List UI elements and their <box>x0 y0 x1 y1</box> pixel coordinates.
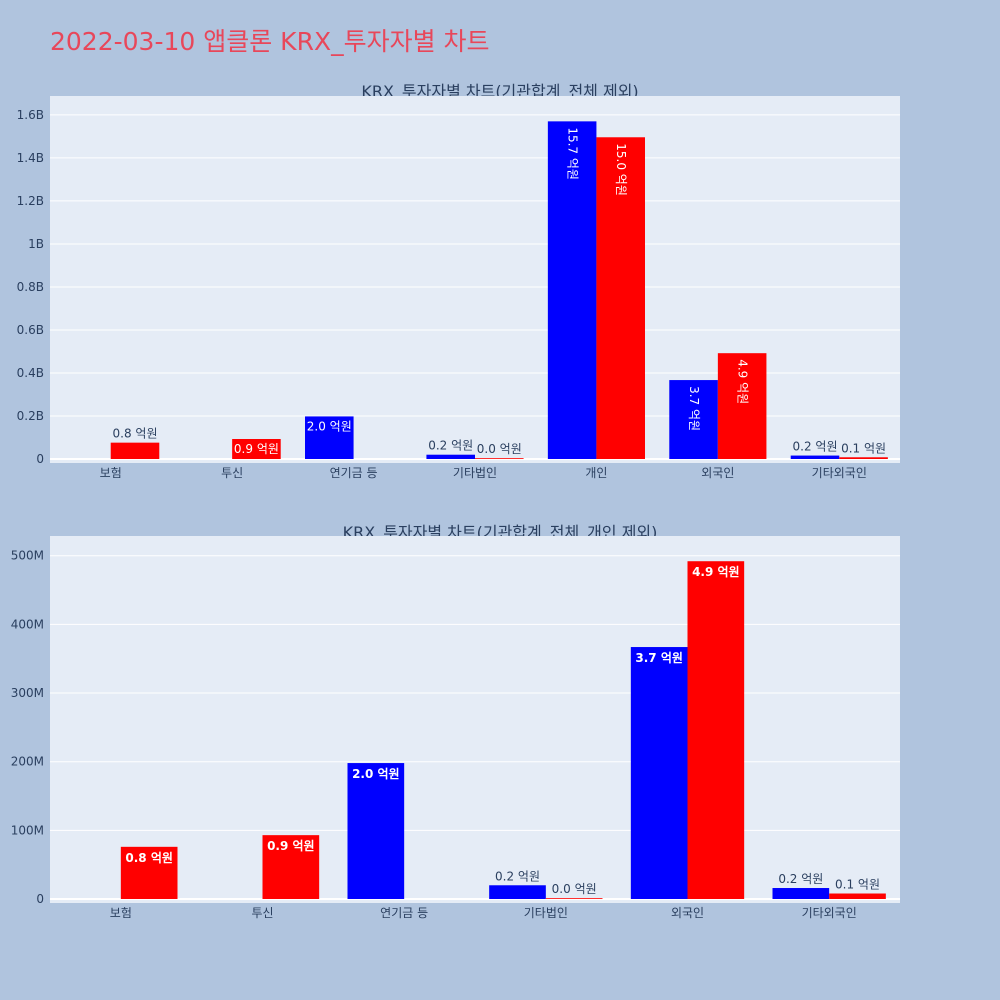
bar <box>475 458 524 459</box>
data-label: 3.7 억원 <box>635 651 683 665</box>
data-label: 0.8 억원 <box>125 851 173 865</box>
y-tick-label: 1.4B <box>17 151 44 165</box>
x-tick-label: 기타법인 <box>524 906 568 920</box>
bar <box>305 416 354 459</box>
data-label: 15.0 억원 <box>614 143 628 196</box>
data-label: 2.0 억원 <box>352 767 400 781</box>
x-tick-label: 외국인 <box>701 466 734 480</box>
data-label: 0.9 억원 <box>267 839 315 853</box>
y-tick-label: 1.2B <box>17 194 44 208</box>
y-tick-label: 0 <box>36 892 44 906</box>
bar <box>717 353 767 459</box>
bar <box>547 121 597 460</box>
data-label: 15.7 억원 <box>566 127 580 180</box>
x-tick-label: 기타법인 <box>453 466 497 480</box>
x-tick-label: 보험 <box>100 466 122 480</box>
bar <box>426 454 475 459</box>
data-label: 0.0 억원 <box>552 882 597 896</box>
bar <box>489 885 546 899</box>
y-tick-label: 400M <box>11 617 44 631</box>
data-label: 0.8 억원 <box>113 427 158 441</box>
bar <box>790 455 840 459</box>
bar <box>772 888 830 899</box>
data-label: 0.2 억원 <box>793 440 838 454</box>
x-tick-label: 개인 <box>585 466 607 480</box>
x-tick-label: 연기금 등 <box>380 906 428 920</box>
data-label: 0.9 억원 <box>234 442 279 456</box>
data-label: 4.9 억원 <box>736 359 750 404</box>
x-tick-label: 기타외국인 <box>802 906 857 920</box>
data-label: 2.0 억원 <box>307 419 352 433</box>
y-tick-label: 0 <box>36 452 44 466</box>
y-tick-label: 200M <box>11 755 44 769</box>
data-label: 0.2 억원 <box>428 439 473 453</box>
bar <box>669 380 718 459</box>
bar <box>120 846 178 899</box>
y-tick-label: 0.2B <box>17 409 44 423</box>
y-tick-label: 1B <box>28 237 44 251</box>
y-tick-label: 1.6B <box>17 108 44 122</box>
data-label: 0.0 억원 <box>477 442 522 456</box>
data-label: 3.7 억원 <box>687 386 701 431</box>
bar <box>630 647 688 899</box>
bar <box>829 893 886 899</box>
y-tick-label: 0.8B <box>17 280 44 294</box>
x-tick-label: 외국인 <box>671 906 704 920</box>
bar <box>262 835 320 899</box>
page-title: 2022-03-10 앱클론 KRX_투자자별 차트 <box>50 27 490 56</box>
y-tick-label: 0.4B <box>17 366 44 380</box>
plot-area-0 <box>50 96 900 463</box>
y-tick-label: 500M <box>11 549 44 563</box>
x-tick-label: 투신 <box>221 466 243 480</box>
bar <box>687 561 745 899</box>
bar <box>110 442 160 459</box>
x-tick-label: 기타외국인 <box>812 466 867 480</box>
bar <box>596 137 645 459</box>
bar <box>545 898 603 899</box>
y-tick-label: 300M <box>11 686 44 700</box>
bar <box>232 438 281 459</box>
data-label: 0.2 억원 <box>778 872 823 886</box>
data-label: 0.2 억원 <box>495 869 540 883</box>
data-label: 0.1 억원 <box>835 878 880 892</box>
y-tick-label: 100M <box>11 823 44 837</box>
bar <box>839 457 888 459</box>
bar <box>347 763 405 899</box>
x-tick-label: 보험 <box>110 906 132 920</box>
data-label: 4.9 억원 <box>692 565 740 579</box>
data-label: 0.1 억원 <box>841 441 886 455</box>
x-tick-label: 투신 <box>251 906 273 920</box>
x-tick-label: 연기금 등 <box>330 466 378 480</box>
y-tick-label: 0.6B <box>17 323 44 337</box>
plot-area-1 <box>50 536 900 903</box>
